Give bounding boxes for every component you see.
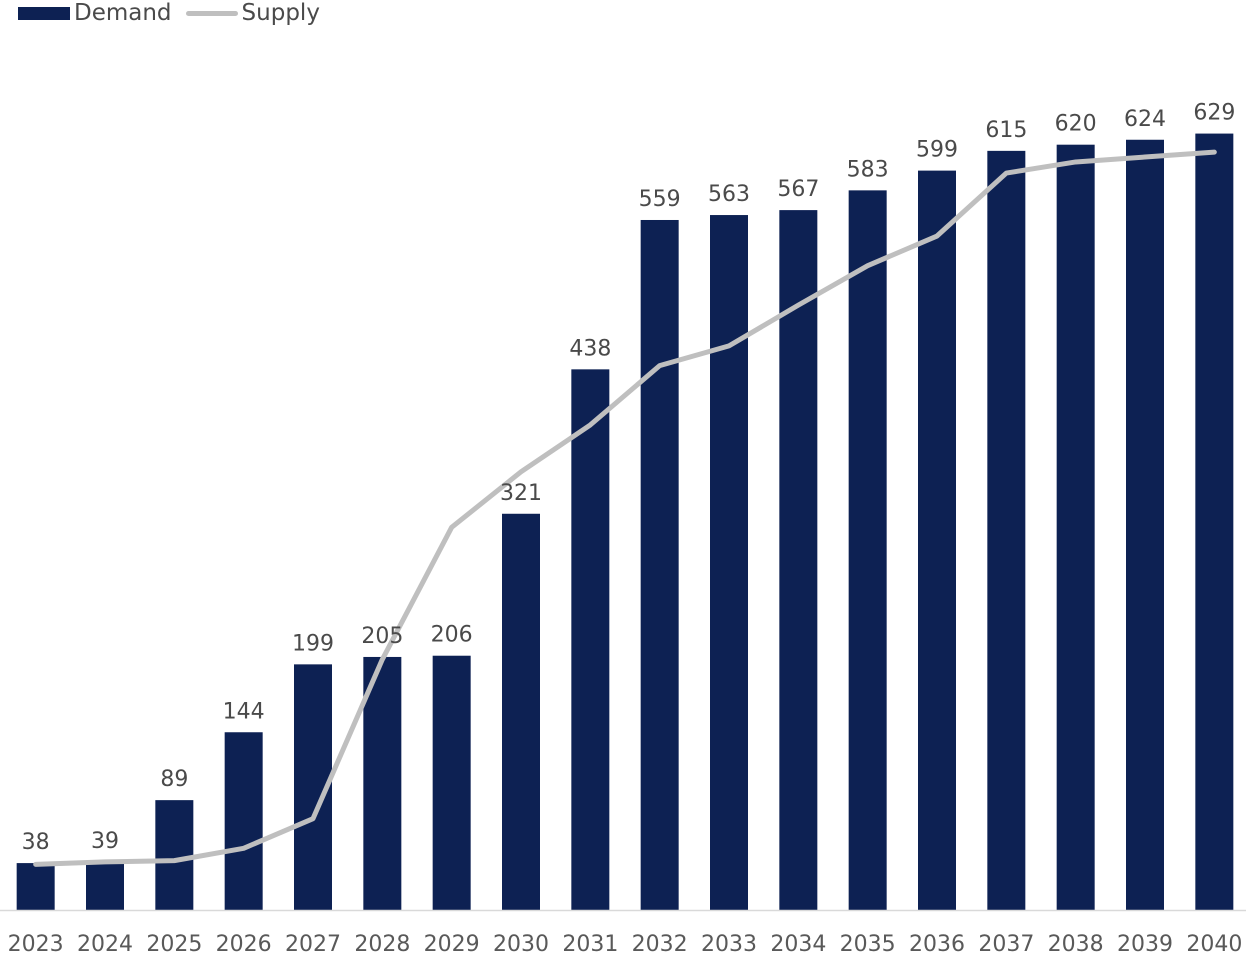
- legend-item-demand: Demand: [18, 2, 172, 25]
- demand-bar-2038: [1056, 144, 1095, 910]
- demand-value-label-2026: 144: [223, 699, 265, 724]
- x-tick-label-2035: 2035: [840, 932, 896, 955]
- demand-bar-2024: [86, 861, 124, 910]
- legend-label-supply: Supply: [241, 0, 320, 26]
- x-tick-label-2026: 2026: [216, 932, 272, 955]
- demand-bar-2040: [1195, 133, 1234, 910]
- demand-value-label-2033: 563: [708, 182, 750, 207]
- demand-value-label-2029: 206: [431, 623, 473, 648]
- demand-value-label-2023: 38: [22, 830, 50, 855]
- x-tick-label-2037: 2037: [978, 932, 1034, 955]
- demand-value-label-2028: 205: [361, 624, 403, 649]
- demand-value-label-2032: 559: [639, 187, 681, 212]
- x-tick-label-2025: 2025: [146, 932, 202, 955]
- demand-bar-2033: [710, 215, 748, 910]
- demand-bar-2025: [155, 800, 194, 910]
- x-tick-label-2023: 2023: [8, 932, 64, 955]
- x-tick-label-2024: 2024: [77, 932, 133, 955]
- demand-bar-2030: [502, 513, 540, 910]
- x-tick-label-2030: 2030: [493, 932, 549, 955]
- demand-value-label-2036: 599: [916, 138, 958, 163]
- demand-value-label-2037: 615: [985, 118, 1027, 143]
- demand-value-label-2035: 583: [847, 157, 889, 182]
- x-tick-label-2033: 2033: [701, 932, 757, 955]
- demand-bar-2023: [16, 863, 55, 910]
- demand-bar-2029: [432, 655, 471, 910]
- demand-bar-2034: [779, 210, 818, 910]
- demand-value-label-2034: 567: [777, 177, 819, 202]
- demand-value-label-2027: 199: [292, 631, 334, 656]
- x-tick-label-2034: 2034: [770, 932, 826, 955]
- demand-bar-2037: [987, 150, 1026, 910]
- legend: Demand Supply: [18, 2, 320, 25]
- demand-bar-2035: [848, 190, 887, 910]
- x-tick-label-2039: 2039: [1117, 932, 1173, 955]
- demand-bar-2036: [918, 170, 956, 910]
- demand-value-label-2024: 39: [91, 829, 119, 854]
- x-tick-label-2031: 2031: [562, 932, 618, 955]
- x-tick-label-2032: 2032: [632, 932, 688, 955]
- legend-swatch-demand: [18, 7, 70, 20]
- supply-line: [33, 149, 1217, 867]
- x-tick-label-2027: 2027: [285, 932, 341, 955]
- demand-value-label-2030: 321: [500, 481, 542, 506]
- x-tick-label-2040: 2040: [1186, 932, 1242, 955]
- legend-item-supply: Supply: [185, 0, 320, 26]
- demand-value-label-2040: 629: [1193, 101, 1235, 126]
- demand-bar-2039: [1126, 139, 1164, 910]
- demand-value-label-2039: 624: [1124, 107, 1166, 132]
- demand-value-label-2038: 620: [1055, 112, 1097, 137]
- demand-bar-2028: [363, 656, 402, 910]
- x-tick-label-2036: 2036: [909, 932, 965, 955]
- demand-bar-2031: [571, 369, 610, 910]
- demand-value-label-2031: 438: [569, 336, 611, 361]
- x-tick-label-2029: 2029: [424, 932, 480, 955]
- x-tick-label-2038: 2038: [1048, 932, 1104, 955]
- demand-value-label-2025: 89: [160, 767, 188, 792]
- demand-bar-2026: [224, 732, 263, 910]
- legend-label-demand: Demand: [74, 0, 172, 26]
- legend-swatch-supply: [185, 11, 238, 16]
- x-tick-label-2028: 2028: [354, 932, 410, 955]
- demand-bar-2032: [640, 219, 679, 910]
